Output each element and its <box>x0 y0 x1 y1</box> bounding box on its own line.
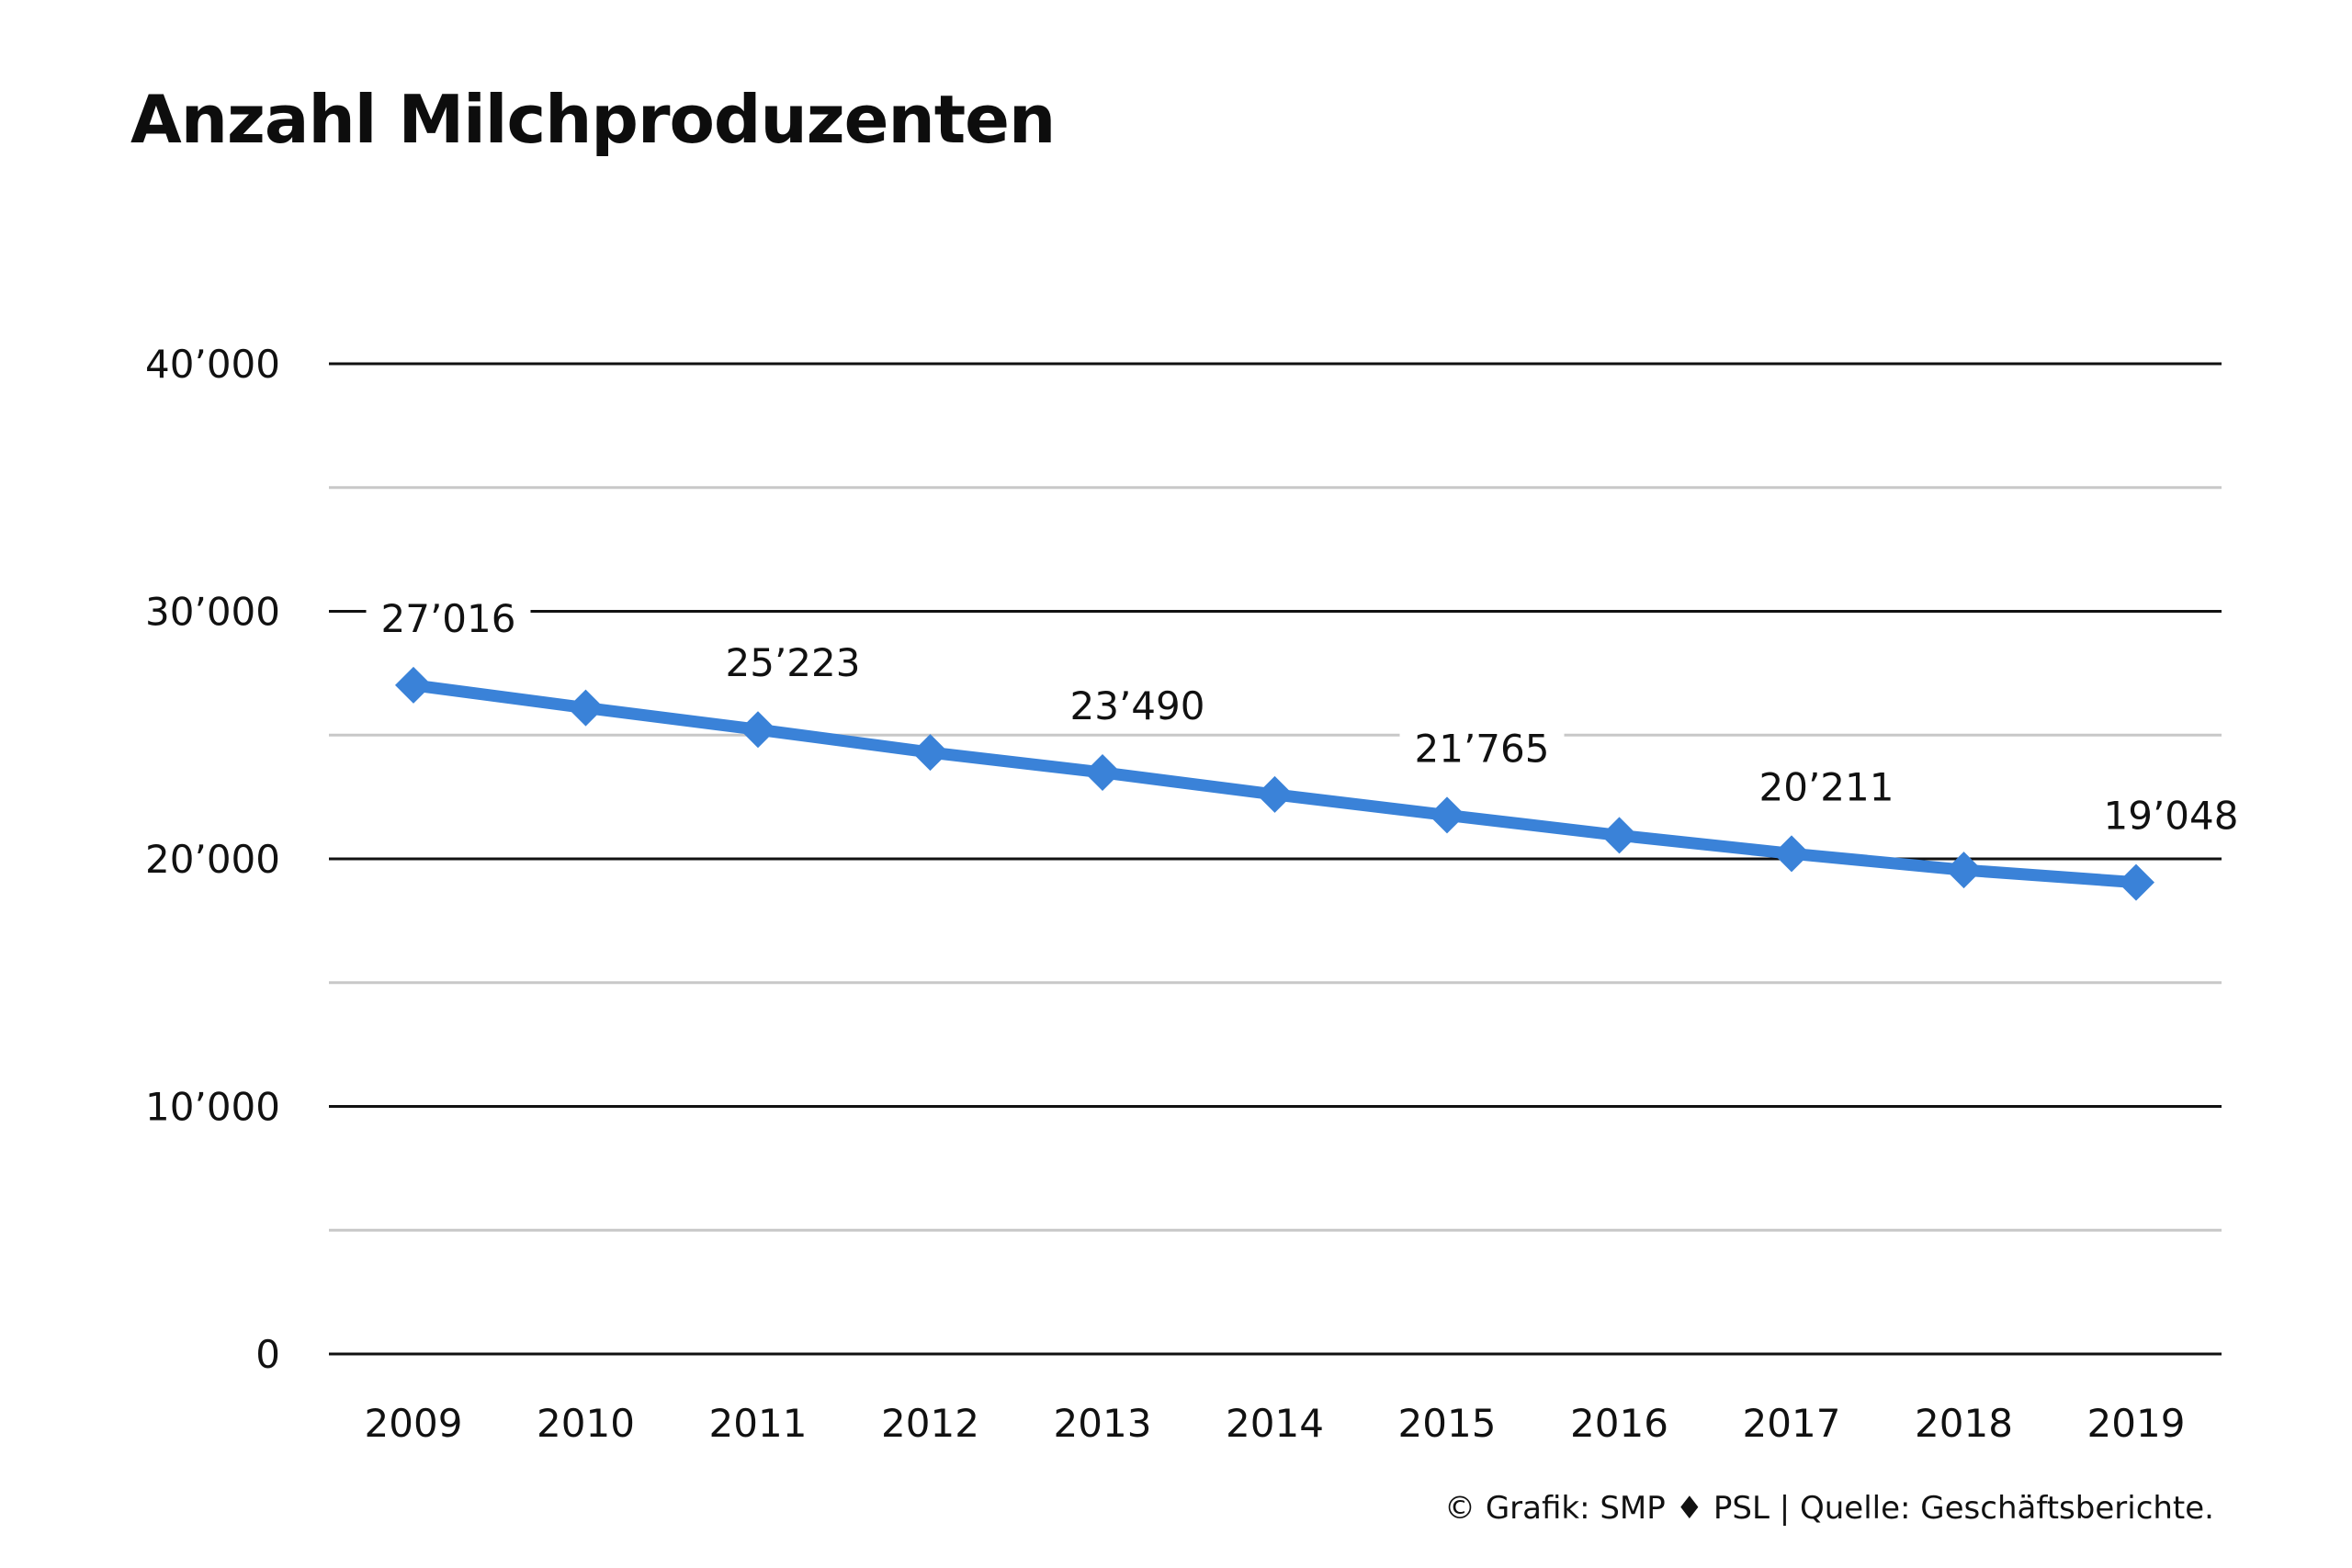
data-label: 19’048 <box>2104 794 2239 839</box>
y-axis-ticks: 0 10’000 20’000 30’000 40’000 <box>145 342 280 1377</box>
y-tick-label: 30’000 <box>145 590 280 635</box>
data-label: 23’490 <box>1070 683 1205 728</box>
x-tick-label: 2015 <box>1398 1401 1497 1446</box>
data-point-marker <box>1084 753 1121 791</box>
data-point-marker <box>2118 863 2154 901</box>
series-line <box>395 666 2154 901</box>
x-tick-label: 2014 <box>1226 1401 1324 1446</box>
data-label-background <box>2088 789 2254 842</box>
x-tick-label: 2012 <box>881 1401 979 1446</box>
data-label-background <box>1055 679 1220 732</box>
footer-prefix: © Grafik: SMP <box>1444 1490 1666 1527</box>
chart-title: Anzahl Milchproduzenten <box>130 81 1056 158</box>
data-label-background <box>366 592 531 645</box>
data-point-marker <box>740 711 776 749</box>
data-point-marker <box>395 666 432 704</box>
data-label-background <box>1399 722 1565 775</box>
data-label: 27’016 <box>381 596 516 641</box>
data-label-background <box>1744 761 1909 814</box>
data-point-marker <box>1773 835 1810 873</box>
y-tick-label: 20’000 <box>145 837 280 882</box>
y-tick-label: 10’000 <box>145 1085 280 1130</box>
y-tick-label: 0 <box>255 1332 280 1377</box>
data-point-marker <box>1945 852 1983 889</box>
y-tick-label: 40’000 <box>145 342 280 387</box>
data-label-background <box>710 637 876 690</box>
data-label: 20’211 <box>1759 764 1894 809</box>
source-footer: © Grafik: SMP ♦ PSL | Quelle: Geschäftsb… <box>1444 1490 2214 1527</box>
x-tick-label: 2017 <box>1743 1401 1841 1446</box>
data-point-marker <box>1429 796 1465 834</box>
data-point-marker <box>567 689 605 727</box>
x-tick-label: 2018 <box>1915 1401 2013 1446</box>
diamond-icon: ♦ <box>1675 1490 1704 1527</box>
x-tick-label: 2019 <box>2087 1401 2186 1446</box>
x-tick-label: 2010 <box>537 1401 635 1446</box>
x-axis-ticks: 2009 2010 2011 2012 2013 2014 2015 2016 2017 2018… <box>365 1401 2186 1446</box>
gridlines <box>329 362 2222 1356</box>
x-tick-label: 2013 <box>1054 1401 1152 1446</box>
footer-suffix: PSL | Quelle: Geschäftsberichte. <box>1713 1490 2214 1527</box>
data-label: 21’765 <box>1415 726 1550 771</box>
data-point-marker <box>911 734 949 772</box>
x-tick-label: 2009 <box>365 1401 463 1446</box>
data-label: 25’223 <box>726 640 861 685</box>
data-point-marker <box>1256 775 1294 813</box>
data-labels: 27’016 25’223 23’490 21’765 20’211 19’048 <box>366 592 2254 842</box>
x-tick-label: 2011 <box>709 1401 808 1446</box>
data-point-marker <box>1600 817 1638 854</box>
x-tick-label: 2016 <box>1570 1401 1668 1446</box>
